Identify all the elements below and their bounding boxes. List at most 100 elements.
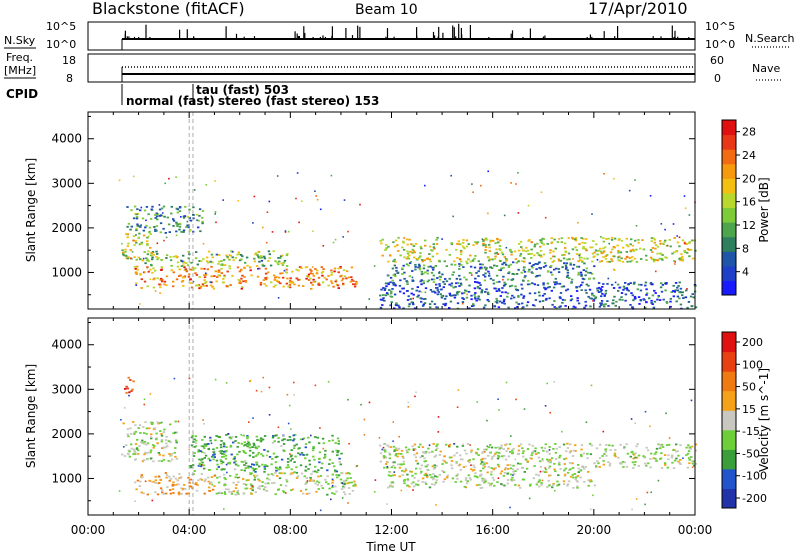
data-cell — [544, 288, 547, 291]
data-cell — [393, 258, 396, 261]
data-cell — [147, 260, 151, 262]
data-cell — [273, 440, 276, 443]
data-cell — [569, 263, 572, 266]
data-cell — [316, 269, 319, 272]
data-cell — [537, 480, 541, 483]
data-cell — [417, 263, 421, 266]
data-cell — [384, 450, 387, 453]
data-cell — [305, 266, 309, 268]
data-cell — [549, 271, 553, 274]
data-cell — [152, 446, 155, 449]
data-cell — [397, 304, 400, 307]
data-cell — [201, 439, 204, 441]
data-cell — [514, 288, 518, 291]
data-cell — [498, 409, 500, 411]
data-cell — [642, 248, 646, 251]
data-cell — [252, 442, 255, 445]
data-cell — [188, 377, 191, 380]
data-cell — [339, 478, 343, 481]
data-cell — [494, 453, 497, 455]
data-cell — [438, 278, 442, 281]
data-cell — [440, 296, 444, 299]
data-cell — [589, 246, 592, 249]
data-cell — [445, 443, 448, 446]
data-cell — [279, 282, 282, 285]
data-cell — [217, 274, 220, 277]
data-cell — [170, 212, 173, 215]
data-cell — [503, 281, 506, 284]
data-cell — [544, 468, 548, 471]
data-cell — [652, 457, 655, 460]
data-cell — [491, 267, 494, 269]
data-cell — [546, 458, 549, 461]
data-cell — [543, 262, 547, 264]
data-cell — [135, 282, 138, 285]
data-cell — [215, 492, 219, 495]
colorbar-tick-label: 20 — [742, 172, 756, 185]
data-cell — [162, 454, 165, 457]
data-cell — [432, 478, 435, 481]
data-cell — [563, 469, 566, 472]
data-cell — [604, 292, 607, 295]
data-cell — [580, 453, 583, 456]
data-cell — [502, 278, 504, 281]
data-cell — [660, 467, 664, 469]
data-cell — [170, 454, 173, 457]
nave-label: Nave — [752, 62, 780, 75]
data-cell — [527, 279, 530, 282]
data-cell — [216, 435, 220, 438]
data-cell — [485, 267, 488, 269]
data-cell — [562, 480, 566, 483]
data-cell — [155, 215, 159, 218]
colorbar-tick-label: 28 — [742, 126, 756, 139]
data-cell — [186, 220, 189, 223]
nsky-tick-right-top: 10^5 — [705, 20, 735, 33]
data-cell — [317, 282, 321, 284]
data-cell — [288, 404, 291, 407]
data-cell — [435, 479, 439, 482]
data-cell — [692, 460, 695, 463]
data-cell — [488, 258, 492, 261]
data-cell — [334, 280, 337, 283]
data-cell — [659, 447, 662, 450]
data-cell — [602, 247, 605, 250]
data-cell — [150, 208, 153, 211]
data-cell — [691, 257, 695, 260]
data-cell — [244, 467, 247, 469]
data-cell — [140, 243, 143, 245]
data-cell — [540, 239, 543, 242]
data-cell — [142, 492, 145, 495]
data-cell — [142, 229, 145, 232]
data-cell — [494, 255, 497, 258]
data-cell — [230, 493, 234, 495]
data-cell — [325, 481, 328, 484]
data-cell — [267, 260, 270, 262]
data-cell — [474, 472, 477, 475]
data-cell — [217, 466, 220, 468]
data-cell — [214, 439, 217, 442]
data-cell — [410, 261, 412, 263]
data-cell — [418, 265, 421, 267]
data-cell — [504, 467, 508, 469]
data-cell — [392, 445, 396, 448]
data-cell — [580, 448, 583, 451]
data-cell — [488, 243, 491, 246]
data-cell — [567, 252, 571, 255]
data-cell — [195, 213, 199, 216]
data-cell — [409, 250, 412, 253]
data-cell — [253, 476, 257, 479]
data-cell — [322, 268, 325, 270]
data-cell — [306, 480, 309, 482]
data-cell — [130, 443, 133, 446]
data-cell — [627, 289, 631, 292]
colorbar-tick-label: 100 — [742, 358, 763, 371]
data-cell — [618, 286, 621, 289]
data-cell — [212, 451, 215, 453]
data-cell — [537, 291, 541, 294]
data-cell — [509, 263, 513, 266]
data-cell — [474, 297, 477, 300]
colorbar-segment — [722, 120, 736, 136]
data-cell — [589, 453, 593, 456]
data-cell — [155, 255, 158, 258]
data-cell — [158, 453, 161, 456]
